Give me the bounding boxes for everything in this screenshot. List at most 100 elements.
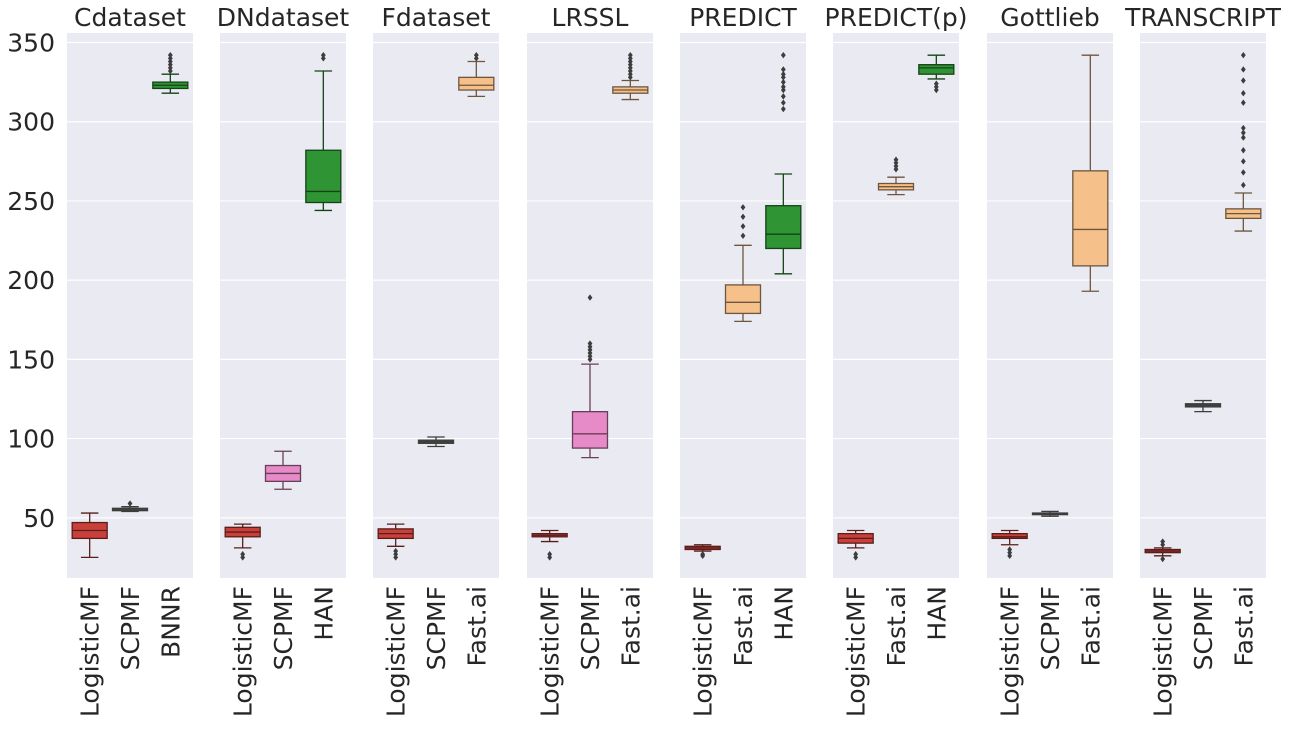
panel-transcript: TRANSCRIPT LogisticMF SCPMF Fast.ai [1124, 3, 1282, 717]
outlier-point [893, 156, 899, 163]
box-iqr [305, 149, 342, 204]
x-tick-label: SCPMF [1036, 586, 1065, 670]
panel-background [987, 33, 1113, 578]
x-tick-label: SCPMF [1189, 586, 1218, 670]
box-logisticmf: LogisticMF [684, 544, 721, 717]
outlier-point [780, 66, 786, 73]
box-iqr [765, 205, 802, 250]
panel-title: Fdataset [382, 3, 491, 32]
outlier-point [780, 93, 786, 100]
outlier-point [320, 51, 326, 59]
box-scpmf: SCPMF [417, 436, 455, 670]
panel-lrssl: LRSSL LogisticMF SCPMF Fast.ai [527, 3, 653, 717]
panel-cdataset: Cdataset LogisticMF SCPMF BNNR 50 100 150 200 25… [7, 3, 193, 717]
box-han: HAN [305, 51, 342, 641]
x-tick-label: Fast.ai [1076, 586, 1105, 666]
x-tick-label: Fast.ai [729, 586, 758, 666]
x-tick-label: LogisticMF [842, 586, 871, 717]
x-tick-label: HAN [922, 586, 951, 641]
outlier-point [740, 232, 746, 239]
y-tick-label: 200 [7, 266, 55, 295]
panel-predict: PREDICT LogisticMF Fast.ai HAN [680, 3, 806, 717]
panel-background [833, 33, 959, 578]
box-iqr [918, 64, 955, 75]
outlier-point [740, 223, 746, 230]
y-tick-label: 350 [7, 29, 55, 58]
panel-predict-p-: PREDICT(p) LogisticMF Fast.ai HAN [825, 3, 968, 717]
outlier-point [547, 551, 553, 558]
panel-fdataset: Fdataset LogisticMF SCPMF Fast.ai [373, 3, 499, 717]
box-han: HAN [765, 51, 802, 641]
box-fast-ai: Fast.ai [1225, 51, 1262, 666]
panel-title: TRANSCRIPT [1124, 3, 1282, 32]
x-tick-label: LogisticMF [689, 586, 718, 717]
outlier-point [1240, 99, 1246, 106]
panel-dndataset: DNdataset LogisticMF SCPMF HAN [217, 3, 350, 717]
box-iqr [991, 532, 1028, 540]
panel-title: LRSSL [552, 3, 629, 32]
outlier-point [780, 70, 786, 78]
x-tick-label: SCPMF [576, 586, 605, 670]
x-tick-label: LogisticMF [1149, 586, 1178, 717]
outlier-point [700, 551, 706, 558]
outlier-point [933, 80, 939, 87]
outlier-point [1240, 124, 1246, 132]
box-logisticmf: LogisticMF [377, 523, 414, 717]
panel-gottlieb: Gottlieb LogisticMF SCPMF Fast.ai [987, 3, 1113, 717]
x-tick-label: Fast.ai [882, 586, 911, 666]
x-tick-label: LogisticMF [996, 586, 1025, 717]
panel-background [67, 33, 193, 578]
x-tick-label: SCPMF [422, 586, 451, 670]
box-iqr [724, 284, 762, 315]
outlier-point [1240, 77, 1246, 84]
outlier-point [780, 51, 786, 59]
box-iqr [458, 76, 495, 91]
panel-title: Cdataset [74, 3, 186, 32]
outlier-point [1160, 555, 1166, 563]
box-han: HAN [918, 54, 955, 641]
panel-title: DNdataset [217, 3, 350, 32]
outlier-point [1160, 538, 1166, 545]
outlier-point [1240, 181, 1246, 189]
box-fast-ai: Fast.ai [724, 204, 762, 666]
outlier-point [1240, 134, 1246, 141]
outlier-point [853, 551, 859, 558]
box-fast-ai: Fast.ai [458, 51, 495, 666]
panel-background [527, 33, 653, 578]
outlier-point [1240, 147, 1246, 154]
box-logisticmf: LogisticMF [224, 523, 261, 717]
outlier-point [780, 99, 786, 106]
outlier-point [740, 204, 746, 211]
panel-title: PREDICT(p) [825, 3, 968, 32]
outlier-point [780, 78, 786, 86]
box-iqr [571, 410, 609, 449]
outlier-point [587, 294, 593, 301]
box-scpmf: SCPMF [264, 450, 302, 670]
box-logisticmf: LogisticMF [991, 529, 1028, 717]
panel-background [1140, 33, 1266, 578]
x-tick-label: BNNR [156, 586, 185, 658]
box-fast-ai: Fast.ai [1072, 54, 1109, 666]
outlier-point [240, 551, 246, 558]
x-tick-label: SCPMF [116, 586, 145, 670]
y-tick-label: 150 [7, 345, 55, 374]
y-tick-label: 100 [7, 425, 55, 454]
y-tick-label: 50 [23, 504, 55, 533]
x-tick-label: Fast.ai [616, 586, 645, 666]
panel-title: Gottlieb [1000, 3, 1099, 32]
box-iqr [1072, 170, 1109, 267]
box-logisticmf: LogisticMF [71, 512, 108, 717]
outlier-point [1240, 158, 1246, 165]
x-tick-label: HAN [769, 586, 798, 641]
y-tick-label: 300 [7, 108, 55, 137]
outlier-point [627, 51, 633, 59]
panel-title: PREDICT [689, 3, 797, 32]
box-fast-ai: Fast.ai [877, 156, 915, 666]
outlier-point [587, 340, 593, 347]
panel-background [373, 33, 499, 578]
outlier-point [393, 547, 399, 555]
x-tick-label: Fast.ai [462, 586, 491, 666]
box-logisticmf: LogisticMF [837, 529, 874, 717]
box-scpmf: SCPMF [1031, 510, 1069, 670]
